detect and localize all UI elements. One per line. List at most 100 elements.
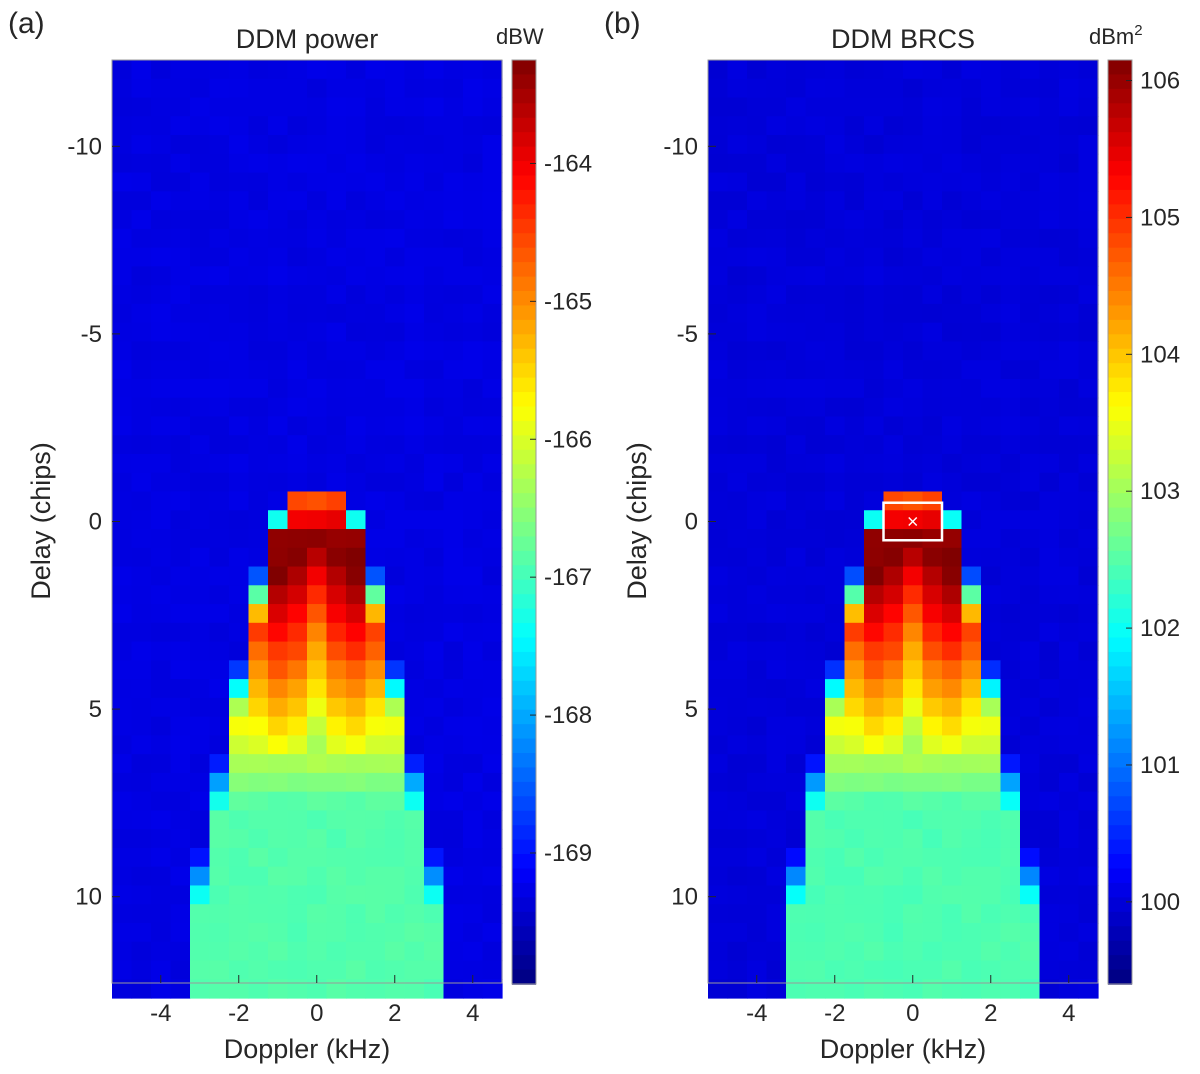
- heatmap-cell: [190, 153, 211, 174]
- heatmap-cell: [1078, 529, 1099, 549]
- heatmap-cell: [307, 153, 328, 174]
- heatmap-cell: [287, 416, 308, 436]
- heatmap-cell: [443, 547, 464, 568]
- heatmap-cell: [825, 397, 846, 418]
- heatmap-cell: [1020, 191, 1041, 211]
- heatmap-cell: [365, 322, 386, 342]
- heatmap-cell: [766, 866, 787, 887]
- heatmap-cell: [1020, 397, 1041, 418]
- heatmap-cell: [766, 754, 787, 774]
- colorbar-segment: [512, 478, 536, 494]
- heatmap-cell: [209, 754, 230, 774]
- colorbar-segment: [512, 724, 536, 740]
- heatmap-cell: [229, 604, 250, 624]
- heatmap-cell: [805, 435, 826, 455]
- heatmap-cell: [346, 341, 367, 361]
- heatmap-cell: [268, 641, 289, 661]
- heatmap-cell: [365, 904, 386, 924]
- heatmap-cell: [708, 472, 729, 493]
- heatmap-cell: [112, 322, 133, 342]
- heatmap-cell: [747, 529, 768, 549]
- heatmap-cell: [112, 60, 133, 80]
- heatmap-cell: [1078, 60, 1099, 80]
- heatmap-cell: [248, 78, 269, 99]
- heatmap-cell: [864, 491, 885, 511]
- heatmap-cell: [766, 97, 787, 117]
- heatmap-cell: [1000, 322, 1021, 342]
- heatmap-cell: [747, 922, 768, 943]
- heatmap-cell: [404, 772, 425, 793]
- heatmap-cell: [1039, 60, 1060, 80]
- heatmap-cell: [844, 453, 865, 474]
- heatmap-cell: [766, 435, 787, 455]
- heatmap-cell: [365, 622, 386, 643]
- heatmap-cell: [708, 247, 729, 267]
- heatmap-cell: [981, 979, 1002, 999]
- heatmap-cell: [268, 716, 289, 736]
- heatmap-cell: [131, 472, 152, 493]
- heatmap-cell: [170, 191, 191, 211]
- heatmap-cell: [903, 697, 924, 718]
- heatmap-cell: [942, 341, 963, 361]
- heatmap-cell: [248, 979, 269, 999]
- heatmap-cell: [708, 153, 729, 174]
- heatmap-cell: [482, 228, 503, 249]
- heatmap-cell: [883, 979, 904, 999]
- colorbar-segment: [512, 291, 536, 307]
- heatmap-cell: [844, 716, 865, 736]
- heatmap-cell: [404, 322, 425, 342]
- heatmap-cell: [229, 922, 250, 943]
- y-tick-label: -5: [81, 321, 102, 348]
- heatmap-cell: [942, 979, 963, 999]
- heatmap-cell: [424, 660, 445, 680]
- heatmap-cell: [209, 510, 230, 530]
- heatmap-cell: [844, 847, 865, 868]
- heatmap-cell: [864, 566, 885, 586]
- heatmap-cell: [170, 904, 191, 924]
- heatmap-cell: [307, 78, 328, 99]
- heatmap-cell: [482, 960, 503, 980]
- panel-a-y-axis-label: Delay (chips): [26, 442, 56, 600]
- heatmap-cell: [864, 135, 885, 155]
- heatmap-cell: [1000, 922, 1021, 943]
- heatmap-cell: [942, 754, 963, 774]
- heatmap-cell: [326, 810, 347, 830]
- colorbar-segment: [512, 464, 536, 480]
- heatmap-cell: [268, 829, 289, 849]
- heatmap-cell: [942, 435, 963, 455]
- heatmap-cell: [404, 810, 425, 830]
- heatmap-cell: [883, 754, 904, 774]
- heatmap-cell: [727, 360, 748, 380]
- heatmap-cell: [307, 360, 328, 380]
- heatmap-cell: [131, 885, 152, 905]
- heatmap-cell: [864, 904, 885, 924]
- heatmap-cell: [1039, 491, 1060, 511]
- heatmap-cell: [1000, 303, 1021, 324]
- heatmap-cell: [131, 904, 152, 924]
- colorbar-segment: [512, 522, 536, 538]
- heatmap-cell: [443, 772, 464, 793]
- colorbar-segment: [1108, 161, 1132, 177]
- heatmap-cell: [248, 566, 269, 586]
- heatmap-cell: [747, 622, 768, 643]
- heatmap-cell: [961, 810, 982, 830]
- colorbar-segment: [512, 854, 536, 870]
- heatmap-cell: [903, 116, 924, 136]
- heatmap-cell: [708, 510, 729, 530]
- heatmap-cell: [307, 172, 328, 192]
- heatmap-cell: [365, 191, 386, 211]
- colorbar-segment: [1108, 911, 1132, 928]
- heatmap-cell: [404, 547, 425, 568]
- heatmap-cell: [1020, 622, 1041, 643]
- heatmap-cell: [825, 829, 846, 849]
- heatmap-cell: [864, 941, 885, 962]
- heatmap-cell: [1078, 453, 1099, 474]
- heatmap-cell: [844, 416, 865, 436]
- heatmap-cell: [1000, 210, 1021, 230]
- heatmap-cell: [708, 660, 729, 680]
- heatmap-cell: [170, 604, 191, 624]
- heatmap-cell: [482, 716, 503, 736]
- heatmap-cell: [385, 60, 406, 80]
- colorbar-segment: [512, 680, 536, 697]
- heatmap-cell: [209, 604, 230, 624]
